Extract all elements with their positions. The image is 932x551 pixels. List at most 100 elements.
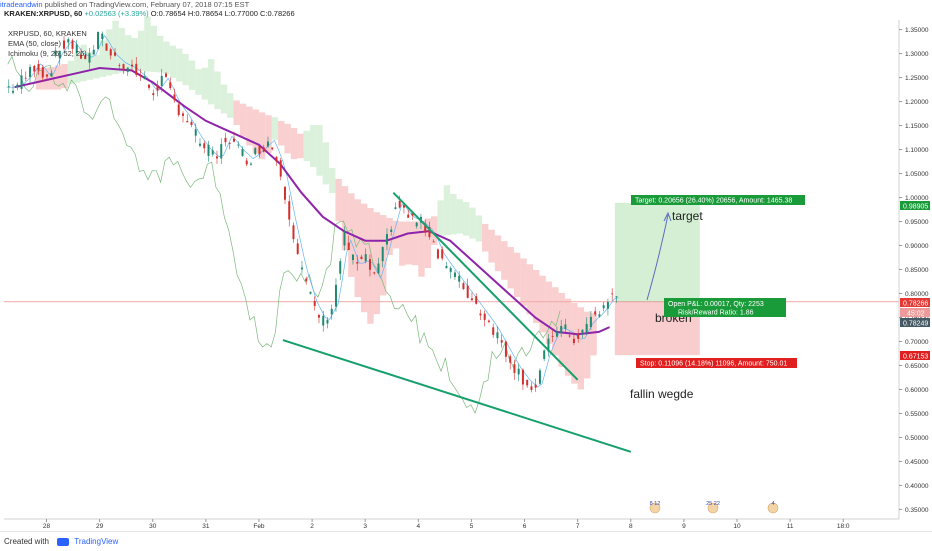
- trendlines[interactable]: [282, 192, 632, 453]
- x-tick-label: 30: [149, 523, 157, 530]
- cloud-segment: [392, 220, 400, 249]
- cloud-segment: [258, 112, 266, 160]
- cloud-segment: [150, 25, 157, 73]
- x-tick-label: 2: [310, 523, 314, 530]
- cloud-segment: [513, 252, 521, 298]
- y-tick-label: 0.85000: [905, 267, 929, 274]
- candle-body: [63, 40, 66, 49]
- candle-body: [317, 315, 320, 318]
- cloud-segment: [169, 45, 177, 78]
- candle-body: [343, 231, 346, 246]
- candle-body: [517, 368, 520, 375]
- candle-body: [67, 39, 70, 43]
- candle-body: [373, 272, 376, 274]
- candle-body: [330, 308, 333, 315]
- y-tick-label: 0.70000: [905, 339, 929, 346]
- candle-body: [245, 160, 248, 165]
- candle-body: [182, 113, 184, 116]
- candle-body: [101, 33, 104, 40]
- candle-body: [97, 31, 100, 49]
- x-tick-label: 28: [43, 523, 51, 530]
- candle-body: [564, 324, 567, 329]
- conversion-line: [6, 34, 619, 388]
- y-tick-label: 1.00000: [905, 195, 929, 202]
- cloud-segment: [590, 313, 597, 356]
- candle-body: [288, 201, 291, 220]
- target-label: target: [672, 209, 703, 223]
- event-flags[interactable]: 8 12 25 22 4: [649, 501, 779, 514]
- cloud-segment: [265, 115, 272, 154]
- cloud-segment: [488, 229, 495, 263]
- author-link[interactable]: itradeandwin: [0, 0, 43, 9]
- price-axis[interactable]: 1.35000 1.30000 1.25000 1.20000 1.15000 1.100…: [899, 27, 929, 514]
- candle-body: [347, 242, 350, 250]
- cloud-segment: [443, 185, 451, 236]
- cloud-segment: [239, 103, 247, 137]
- candle-body: [194, 129, 197, 136]
- candle-body: [322, 315, 325, 326]
- cloud-segment: [494, 235, 502, 272]
- cloud-segment: [74, 53, 81, 83]
- y-tick-label: 0.35000: [905, 507, 929, 514]
- cloud-segment: [456, 199, 463, 234]
- x-tick-label: 7: [576, 523, 580, 530]
- ema-line: [14, 66, 610, 336]
- wedge-upper-trendline[interactable]: [392, 192, 579, 381]
- candle-body: [135, 63, 138, 75]
- chart-legend: XRPUSD, 60, KRAKEN EMA (50, close) Ichim…: [8, 29, 87, 58]
- candle-body: [20, 75, 23, 89]
- cloud-segment: [577, 307, 585, 390]
- candle-body: [462, 283, 465, 289]
- cloud-segment: [533, 269, 540, 323]
- candle-body: [84, 55, 87, 60]
- candle-body: [258, 146, 261, 155]
- candle-body: [232, 138, 235, 142]
- candle-body: [470, 298, 473, 301]
- cloud-segment: [475, 215, 483, 242]
- cloud-segment: [297, 133, 304, 159]
- projection-arrow: [646, 214, 669, 301]
- x-tick-label: Feb: [253, 523, 265, 530]
- cloud-segment: [112, 20, 119, 75]
- candle-body: [492, 327, 495, 335]
- candle-body: [368, 259, 371, 270]
- candle-body: [568, 335, 571, 337]
- time-axis[interactable]: 28 29 30 31 Feb 2 3 4 5 6 7 8 9 10 11 18:0: [43, 519, 850, 530]
- cloud-segment: [93, 54, 100, 79]
- cloud-segment: [520, 258, 527, 306]
- wedge-lower-trendline[interactable]: [282, 339, 632, 453]
- cloud-segment: [67, 60, 75, 85]
- candle-body: [585, 323, 588, 333]
- publish-info: published on TradingView.com, February 0…: [44, 0, 250, 9]
- candle-body: [46, 74, 49, 77]
- x-tick-label: 3: [363, 523, 367, 530]
- x-tick-label: 6: [523, 523, 527, 530]
- y-tick-label: 0.80000: [905, 291, 929, 298]
- candle-body: [186, 121, 189, 123]
- candle-body: [445, 266, 448, 269]
- event-flag-label: 8 12: [650, 501, 661, 507]
- entry-price-text: 0.78249: [903, 321, 928, 328]
- event-flag-icon: [649, 502, 661, 514]
- candle-body: [356, 262, 359, 264]
- candle-body: [385, 234, 388, 245]
- cloud-segment: [335, 178, 342, 222]
- candle-body: [156, 84, 159, 91]
- candle-body: [534, 384, 537, 388]
- countdown-text: 45:02: [907, 311, 925, 318]
- candle-body: [432, 241, 435, 243]
- target-box: [631, 195, 805, 205]
- candle-body: [436, 249, 439, 259]
- candle-body: [339, 261, 342, 274]
- cloud-segment: [303, 130, 310, 162]
- cloud-segment: [526, 264, 534, 315]
- candle-body: [326, 319, 329, 324]
- tradingview-brand[interactable]: TradingView: [74, 537, 119, 546]
- x-tick-label: 18:0: [837, 523, 850, 530]
- candle-body: [377, 263, 380, 274]
- cloud-segment: [405, 221, 412, 265]
- open-pl-box: [664, 298, 786, 317]
- event-flag-icon: [707, 502, 719, 514]
